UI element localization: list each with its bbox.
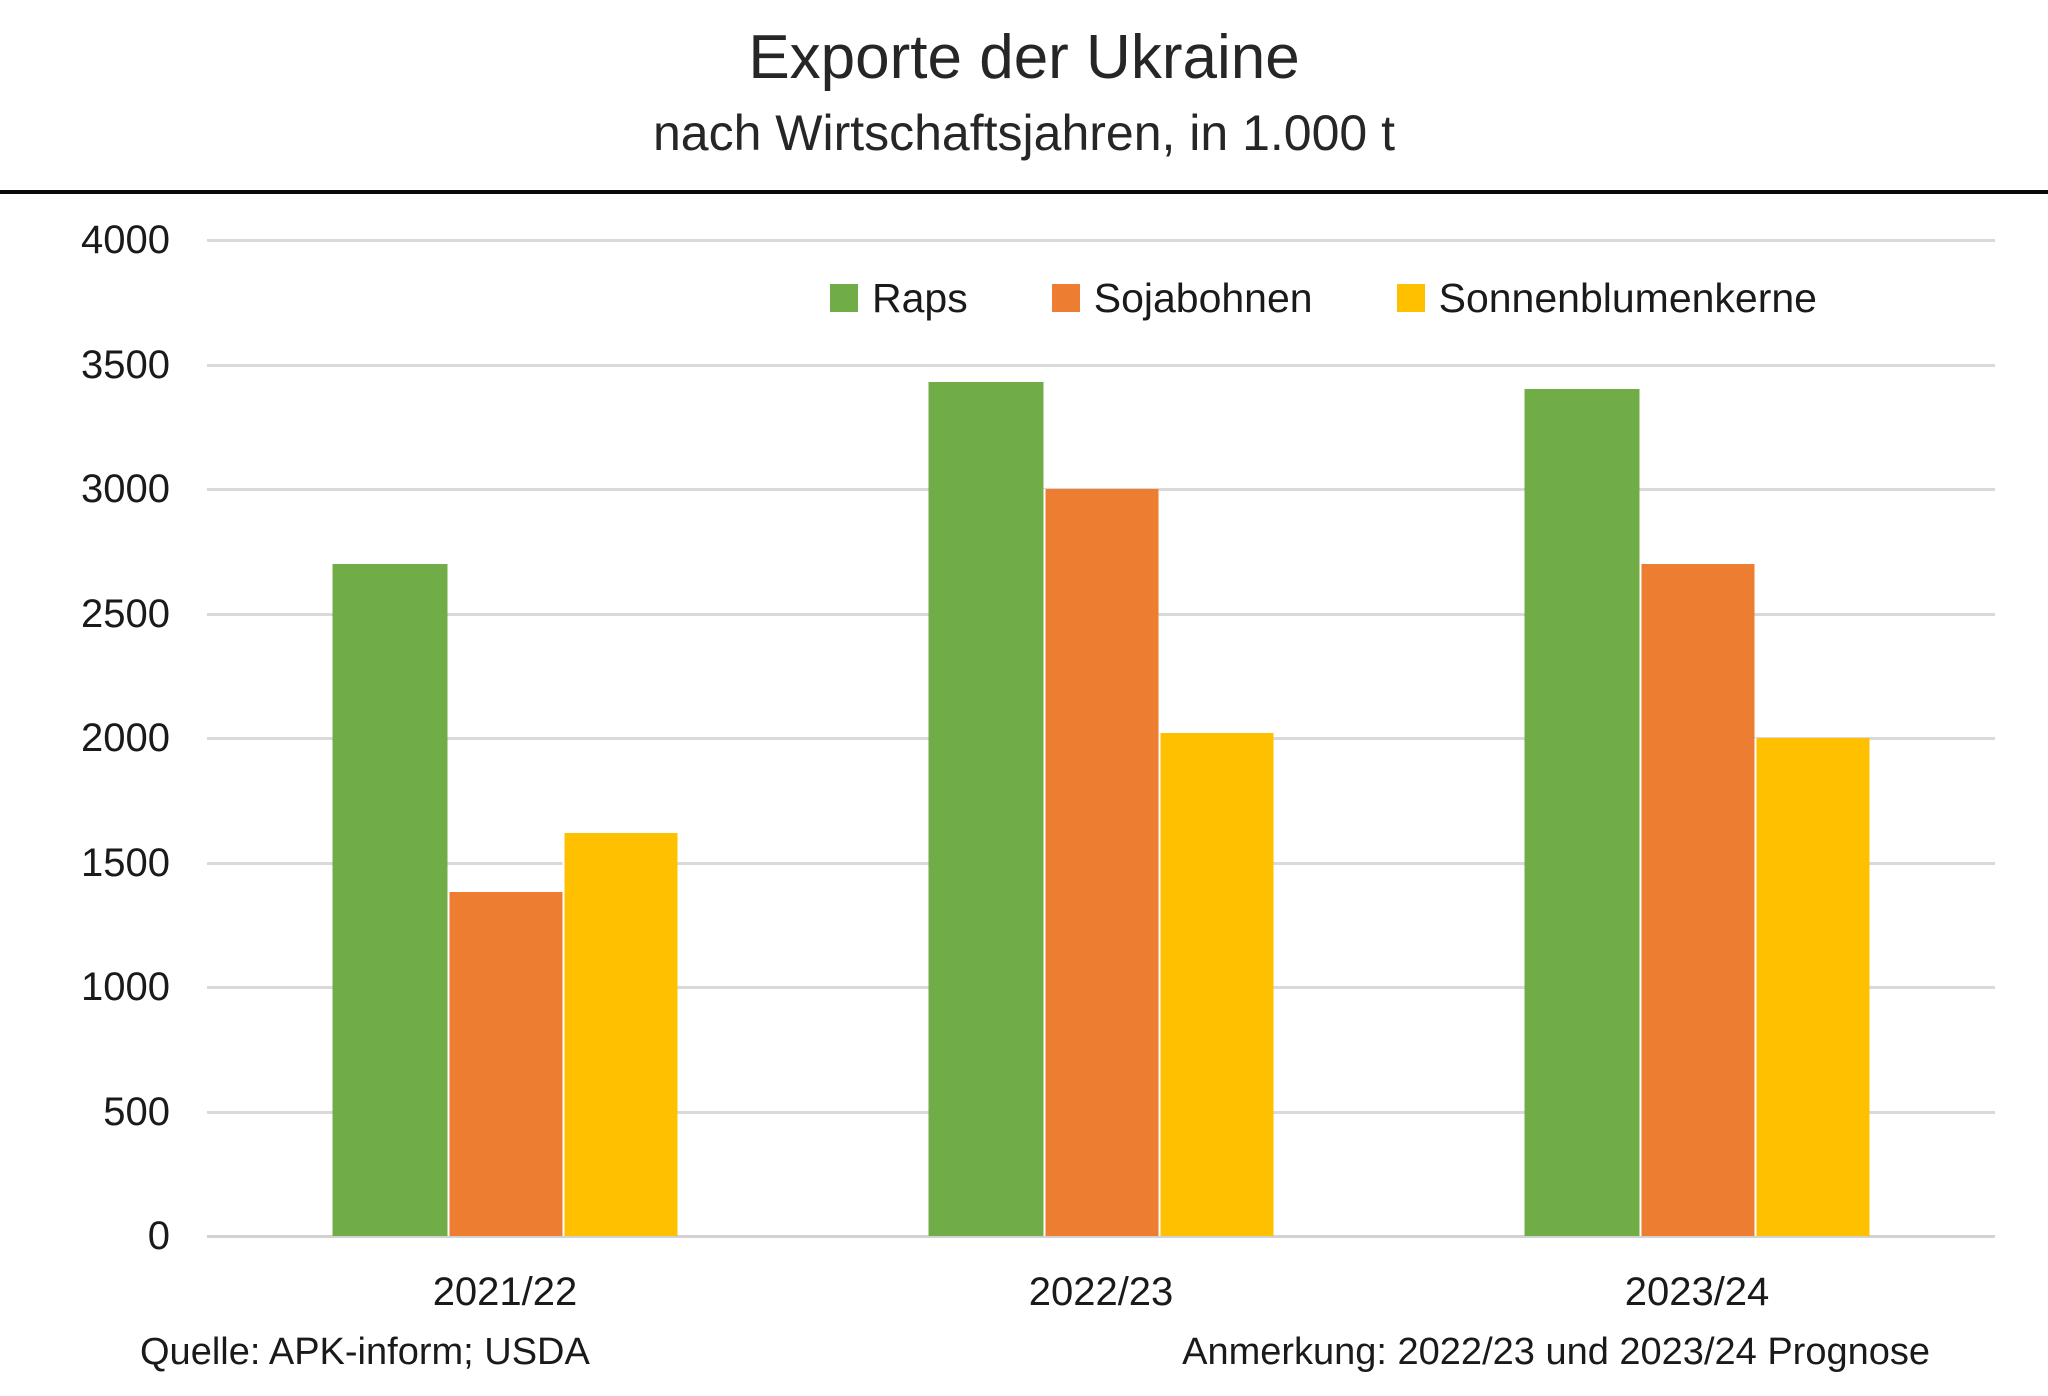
x-axis-baseline: [207, 1235, 1995, 1238]
bar-sonnenblumenkerne: [1754, 738, 1870, 1236]
bar-sojabohnen: [447, 892, 563, 1236]
bar-raps: [332, 563, 448, 1236]
y-axis-tick-label: 3000: [81, 467, 170, 511]
y-axis-tick-label: 2000: [81, 716, 170, 760]
legend-label: Sojabohnen: [1093, 275, 1313, 321]
y-axis: 0 500 1000 1500 2000 2500 3000 3500 4000: [0, 220, 170, 1256]
chart-title: Exporte der Ukraine: [748, 23, 1300, 92]
legend-swatch-raps-icon: [830, 284, 858, 312]
legend-swatch-sojabohnen-icon: [1051, 284, 1080, 312]
y-axis-tick-label: 0: [147, 1214, 170, 1258]
legend-swatch-sonnenblumenkerne-icon: [1396, 284, 1425, 312]
bar-sonnenblumenkerne: [562, 832, 678, 1236]
footer-source: Quelle: APK-inform; USDA: [140, 1331, 590, 1373]
bar-group-2021-22: [332, 240, 678, 1236]
legend-label: Sonnenblumenkerne: [1438, 275, 1817, 321]
bar-sonnenblumenkerne: [1158, 733, 1274, 1236]
y-axis-tick-label: 1000: [81, 965, 170, 1009]
legend-item-sojabohnen: Sojabohnen: [1051, 275, 1313, 321]
legend-label: Raps: [872, 275, 968, 321]
legend-item-sonnenblumenkerne: Sonnenblumenkerne: [1396, 275, 1817, 321]
plot-area: [207, 239, 1995, 1238]
legend: Raps Sojabohnen Sonnenblumenkerne: [830, 276, 1817, 320]
x-axis-label: 2021/22: [432, 1270, 578, 1314]
y-axis-tick-label: 4000: [81, 218, 170, 262]
bar-raps: [928, 381, 1044, 1236]
gridline-4000: [207, 239, 1995, 242]
gridline-3500: [207, 363, 1995, 367]
y-axis-tick-label: 3500: [81, 342, 170, 387]
x-axis-label: 2023/24: [1624, 1270, 1770, 1314]
x-axis: 2021/22 2022/23 2023/24: [207, 1270, 1995, 1320]
y-axis-tick-label: 2500: [81, 591, 170, 636]
bar-sojabohnen: [1043, 489, 1159, 1236]
header-divider: [0, 190, 2048, 194]
bar-group-2023-24: [1524, 240, 1870, 1236]
bar-group-2022-23: [928, 240, 1274, 1236]
bar-sojabohnen: [1639, 563, 1755, 1236]
y-axis-tick-label: 500: [103, 1089, 170, 1134]
footer-note: Anmerkung: 2022/23 und 2023/24 Prognose: [1182, 1331, 1930, 1373]
chart-subtitle: nach Wirtschaftsjahren, in 1.000 t: [652, 105, 1396, 161]
legend-item-raps: Raps: [830, 276, 968, 320]
x-axis-label: 2022/23: [1028, 1270, 1174, 1314]
bar-raps: [1524, 389, 1640, 1236]
y-axis-tick-label: 1500: [81, 840, 170, 885]
